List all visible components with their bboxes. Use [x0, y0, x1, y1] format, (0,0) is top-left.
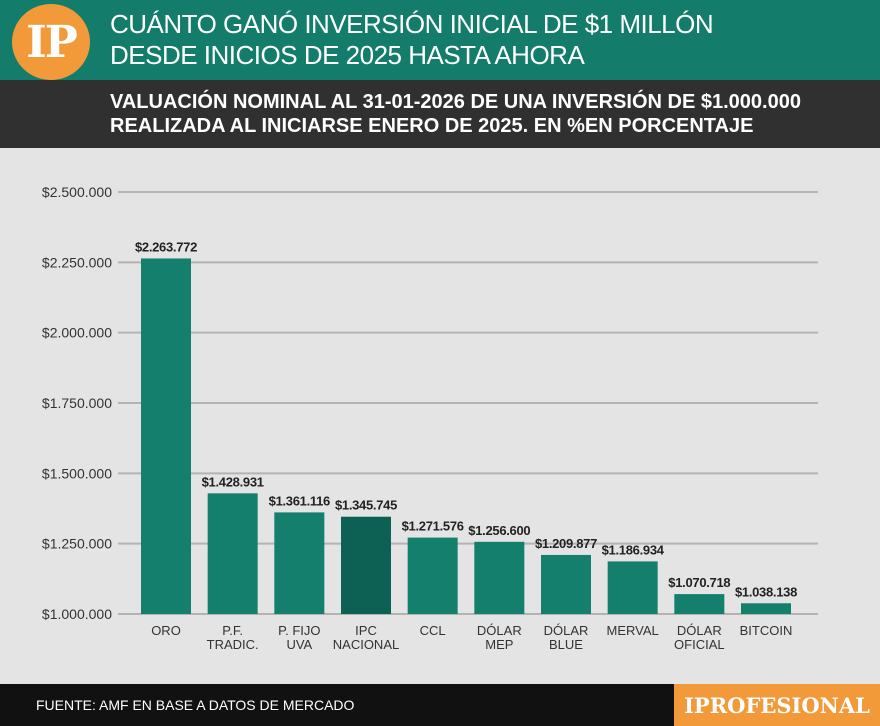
value-label: $1.070.718 [668, 575, 730, 590]
y-tick-label: $1.000.000 [42, 606, 112, 622]
footer-bar: FUENTE: AMF EN BASE A DATOS DE MERCADO I… [0, 684, 880, 726]
ip-logo-text: IP [26, 16, 78, 68]
bar [341, 516, 391, 614]
x-tick-label: BITCOIN [740, 623, 793, 638]
bar [407, 537, 458, 614]
value-label: $1.256.600 [468, 523, 530, 538]
chart-area: $1.000.000 $1.250.000 $1.500.000 $1.750.000… [0, 148, 880, 684]
value-label: $1.428.931 [202, 474, 264, 489]
subtitle-line-1: VALUACIÓN NOMINAL AL 31-01-2026 DE UNA I… [110, 91, 801, 113]
x-tick-label-line: OFICIAL [674, 637, 725, 652]
bar-chart: $1.000.000 $1.250.000 $1.500.000 $1.750.000… [42, 184, 818, 652]
x-tick-label: P. FIJO UVA [278, 623, 320, 652]
header-banner: IP CUÁNTO GANÓ INVERSIÓN INICIAL DE $1 M… [0, 0, 880, 80]
bar [741, 603, 791, 614]
value-label: $1.186.934 [602, 542, 665, 557]
value-label: $1.271.576 [402, 519, 464, 534]
y-tick-label: $1.750.000 [42, 395, 112, 411]
bar [607, 561, 658, 614]
value-label: $1.209.877 [535, 536, 597, 551]
x-tick-label-line: NACIONAL [333, 637, 399, 652]
ip-logo: IP [12, 4, 90, 80]
y-tick-label: $2.000.000 [42, 325, 112, 341]
x-tick-label-line: BITCOIN [740, 623, 793, 638]
subtitle-banner: VALUACIÓN NOMINAL AL 31-01-2026 DE UNA I… [0, 80, 880, 148]
value-label: $2.263.772 [135, 239, 197, 254]
bar [274, 512, 325, 614]
bar [674, 594, 725, 614]
x-tick-label: ORO [151, 623, 181, 638]
x-tick-label-line: DÓLAR [477, 623, 522, 638]
x-tick-label: DÓLAR BLUE [544, 623, 589, 652]
x-tick-label-line: DÓLAR [677, 623, 722, 638]
title-line-2: DESDE INICIOS DE 2025 HASTA AHORA [110, 40, 585, 70]
brand-name: IPROFESIONAL [684, 692, 870, 718]
x-tick-label: DÓLAR OFICIAL [674, 623, 725, 652]
x-tick-label-line: IPC [355, 623, 377, 638]
brand-badge: IPROFESIONAL [674, 684, 880, 726]
title-line-1: CUÁNTO GANÓ INVERSIÓN INICIAL DE $1 MILL… [110, 9, 714, 39]
x-tick-label-line: TRADIC. [207, 637, 259, 652]
bar [141, 258, 191, 614]
x-tick-label: DÓLAR MEP [477, 623, 522, 652]
value-label: $1.361.116 [269, 493, 330, 508]
y-tick-label: $1.500.000 [42, 465, 112, 481]
x-tick-label-line: P. FIJO [278, 623, 320, 638]
x-tick-label-line: ORO [151, 623, 181, 638]
y-tick-label: $2.500.000 [42, 184, 112, 200]
page-title: CUÁNTO GANÓ INVERSIÓN INICIAL DE $1 MILL… [110, 9, 714, 71]
x-tick-label: IPC NACIONAL [333, 623, 399, 652]
x-tick-label: CCL [420, 623, 446, 638]
bar [541, 554, 591, 614]
x-tick-label: P.F. TRADIC. [207, 623, 259, 652]
value-label: $1.038.138 [735, 584, 797, 599]
source-note: FUENTE: AMF EN BASE A DATOS DE MERCADO [36, 697, 355, 713]
chart-subtitle: VALUACIÓN NOMINAL AL 31-01-2026 DE UNA I… [110, 90, 801, 138]
subtitle-line-2: REALIZADA AL INICIARSE ENERO DE 2025. EN… [110, 115, 754, 137]
value-label: $1.345.745 [335, 498, 397, 513]
x-tick-label-line: DÓLAR [544, 623, 589, 638]
x-tick-label-line: MERVAL [607, 623, 659, 638]
x-tick-label-line: CCL [420, 623, 446, 638]
x-tick-label-line: P.F. [222, 623, 243, 638]
x-tick-label-line: BLUE [549, 637, 583, 652]
y-tick-label: $1.250.000 [42, 536, 112, 552]
bar [207, 493, 258, 614]
x-tick-label: MERVAL [607, 623, 659, 638]
x-tick-label-line: UVA [286, 637, 312, 652]
y-tick-label: $2.250.000 [42, 254, 112, 270]
bar [474, 541, 525, 614]
x-tick-label-line: MEP [485, 637, 513, 652]
